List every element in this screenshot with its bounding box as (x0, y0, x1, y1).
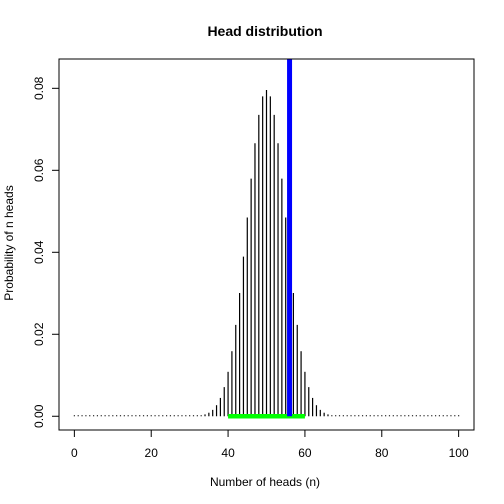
x-tick-label-60: 60 (298, 446, 312, 460)
y-axis-label: Probability of n heads (2, 185, 16, 300)
highlight-overlays (228, 59, 305, 419)
x-axis-label: Number of heads (n) (210, 475, 320, 489)
chart-title: Head distribution (207, 23, 322, 39)
x-tick-label-0: 0 (71, 446, 78, 460)
x-tick-label-20: 20 (145, 446, 159, 460)
x-tick-label-40: 40 (221, 446, 235, 460)
y-tick-label-0.02: 0.02 (32, 322, 46, 346)
y-tick-label-0.00: 0.00 (32, 404, 46, 428)
y-tick-label-0.06: 0.06 (32, 158, 46, 182)
y-tick-label-0.08: 0.08 (32, 76, 46, 100)
y-tick-label-0.04: 0.04 (32, 240, 46, 264)
x-tick-label-100: 100 (449, 446, 469, 460)
x-tick-label-80: 80 (375, 446, 389, 460)
plot-frame (58, 58, 475, 431)
